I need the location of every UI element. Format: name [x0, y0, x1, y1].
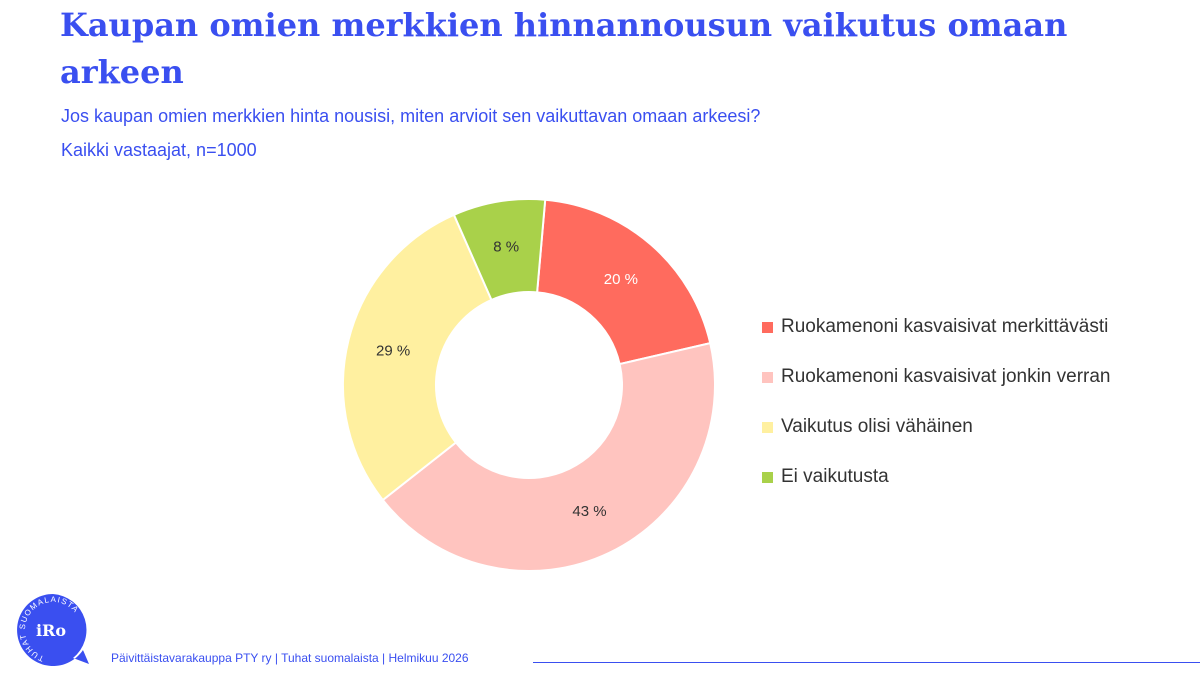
donut-slice — [381, 341, 716, 572]
legend-label: Vaikutus olisi vähäinen — [781, 416, 973, 437]
legend-item: Vaikutus olisi vähäinen — [762, 402, 1111, 452]
donut-slice — [342, 213, 493, 502]
logo-bubble — [17, 594, 89, 666]
footer-divider — [533, 662, 1200, 663]
legend-label: Ruokamenoni kasvaisivat jonkin verran — [781, 366, 1111, 387]
footer-source: Päivittäistavarakauppa PTY ry | Tuhat su… — [111, 651, 469, 665]
legend-label: Ei vaikutusta — [781, 466, 889, 487]
legend-item: Ei vaikutusta — [762, 452, 1111, 502]
chart-question: Jos kaupan omien merkkien hinta nousisi,… — [61, 106, 761, 126]
iro-logo: TUHAT SUOMALAISTA iRo ® — [17, 594, 89, 666]
chart-legend: Ruokamenoni kasvaisivat merkittävästi Ruo… — [762, 302, 1111, 502]
slice-label: 29 % — [376, 343, 410, 360]
slice-label: 20 % — [604, 271, 638, 288]
donut-slices — [342, 198, 716, 572]
legend-swatch — [762, 371, 773, 383]
donut-slice — [536, 198, 712, 366]
logo-mark: iRo — [36, 621, 66, 640]
legend-label: Ruokamenoni kasvaisivat merkittävästi — [781, 316, 1109, 337]
donut-slice — [452, 198, 547, 302]
slice-label: 8 % — [493, 238, 519, 255]
donut-labels: 20 % 43 % 29 % 8 % — [376, 238, 638, 519]
legend-swatch — [762, 321, 773, 333]
slice-label: 43 % — [572, 503, 606, 520]
logo-registered: ® — [83, 647, 88, 654]
legend-swatch — [762, 421, 773, 433]
legend-item: Ruokamenoni kasvaisivat merkittävästi — [762, 302, 1111, 352]
sample-size: Kaikki vastaajat, n=1000 — [61, 140, 257, 160]
legend-item: Ruokamenoni kasvaisivat jonkin verran — [762, 352, 1111, 402]
legend-swatch — [762, 471, 773, 483]
page-title: Kaupan omien merkkien hinnannousun vaiku… — [60, 6, 1068, 91]
